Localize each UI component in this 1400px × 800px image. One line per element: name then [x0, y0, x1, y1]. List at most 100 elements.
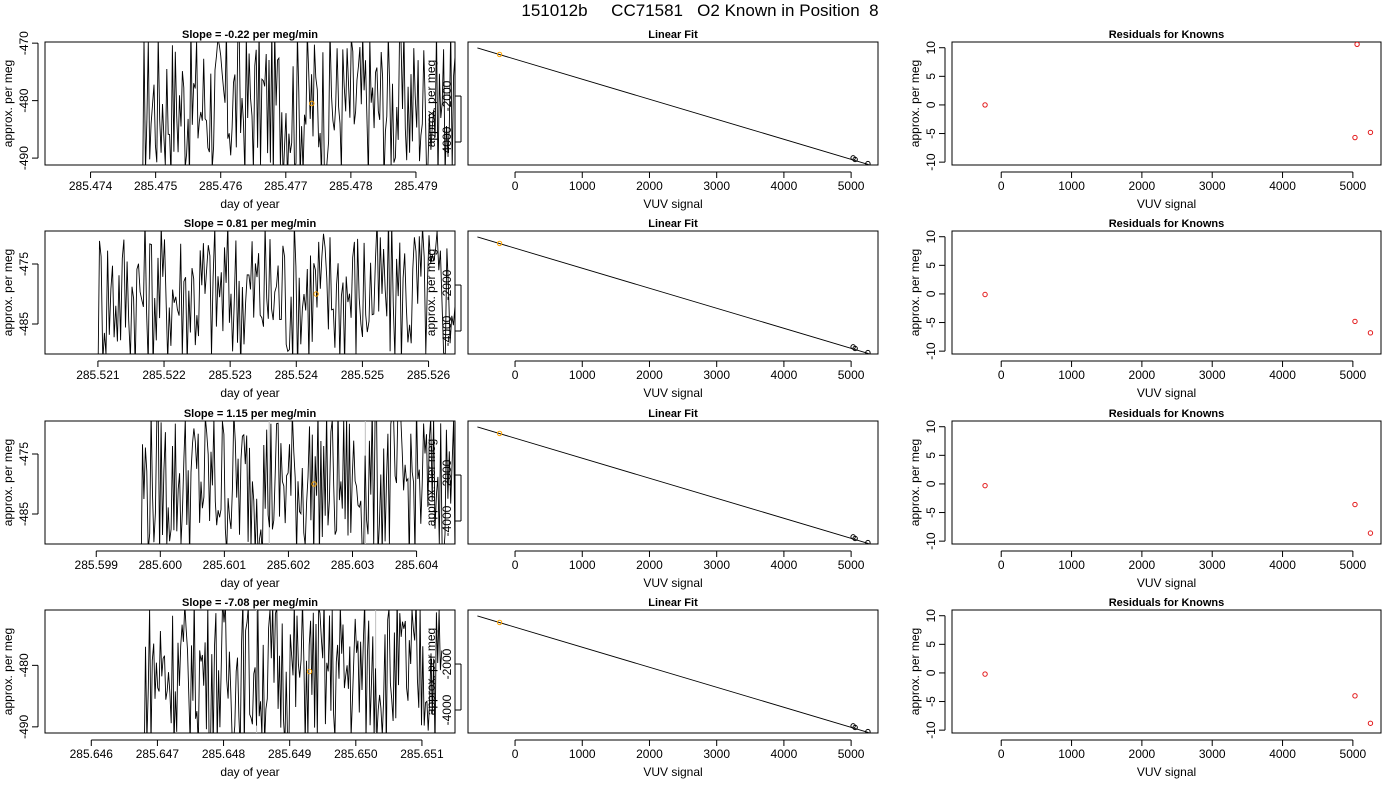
- residual-point: [982, 482, 988, 489]
- y-tick-label: -4000: [440, 315, 454, 346]
- plot-frame: [44, 420, 456, 545]
- x-tick-label: 5000: [838, 558, 865, 572]
- plot-area: [477, 236, 871, 354]
- x-tick-label: 4000: [771, 368, 798, 382]
- timeseries-line: [140, 421, 455, 544]
- data-point: [865, 160, 871, 165]
- panel-title: Slope = -0.22 per meg/min: [182, 29, 318, 41]
- y-tick-label: -490: [17, 715, 31, 739]
- plot-frame: [44, 230, 456, 355]
- y-tick-label: 0: [924, 290, 938, 297]
- plot-area: [144, 610, 443, 733]
- residual-point: [1352, 693, 1358, 699]
- panel-title: Slope = -7.08 per meg/min: [182, 597, 318, 609]
- x-axis-label: VUV signal: [1137, 576, 1196, 590]
- x-tick-label: 1000: [569, 558, 596, 572]
- y-tick-label: -10: [924, 721, 938, 739]
- y-axis-label: approx. per meg: [908, 439, 922, 526]
- x-tick-label: 3000: [703, 747, 730, 761]
- y-tick-label: 5: [924, 452, 938, 459]
- x-tick-label: 4000: [771, 558, 798, 572]
- y-tick-label: -4000: [440, 694, 454, 725]
- x-tick-label: 285.651: [400, 747, 444, 761]
- x-tick-label: 4000: [771, 747, 798, 761]
- y-axis-label: approx. per meg: [1, 628, 15, 715]
- y-tick-label: -2000: [440, 648, 454, 679]
- y-tick-label: 10: [924, 420, 938, 434]
- timeseries-line: [97, 231, 455, 354]
- x-tick-label: 5000: [838, 368, 865, 382]
- y-tick-label: 0: [924, 101, 938, 108]
- y-tick-label: -5: [924, 507, 938, 518]
- panel-residuals-2: Residuals for Knowns 0 1000 2000 3000 4000 500…: [908, 218, 1382, 400]
- y-tick-label: 10: [924, 609, 938, 623]
- plot-area: [142, 42, 455, 165]
- x-tick-label: 2000: [1129, 558, 1156, 572]
- x-axis-label: VUV signal: [643, 197, 702, 211]
- y-axis-label: approx. per meg: [424, 60, 438, 147]
- x-axis-label: day of year: [220, 576, 279, 590]
- y-tick-label: -485: [17, 502, 31, 526]
- data-point: [865, 539, 871, 544]
- x-axis-label: VUV signal: [643, 765, 702, 779]
- y-tick-label: 5: [924, 262, 938, 269]
- y-tick-label: 5: [924, 641, 938, 648]
- known-point: [496, 619, 503, 626]
- x-tick-label: 285.650: [334, 747, 378, 761]
- plot-frame: [951, 230, 1382, 355]
- residual-point: [1354, 42, 1360, 47]
- x-tick-label: 2000: [1129, 368, 1156, 382]
- panel-linear-fit-3: Linear Fit 0 1000 2000 3000 4000 5000 VUV signa…: [424, 408, 879, 590]
- known-mean-point: [309, 100, 315, 107]
- data-point: [865, 349, 871, 354]
- y-tick-label: -5: [924, 317, 938, 328]
- x-axis-label: VUV signal: [643, 386, 702, 400]
- y-axis-label: approx. per meg: [1, 249, 15, 336]
- x-tick-label: 4000: [1269, 179, 1296, 193]
- plot-frame: [951, 420, 1382, 545]
- x-tick-label: 285.524: [275, 368, 319, 382]
- panel-linear-fit-1: Linear Fit 0 1000 2000 3000 4000 5000 VUV signa…: [424, 29, 879, 211]
- y-axis-label: approx. per meg: [1, 439, 15, 526]
- x-tick-label: 2000: [636, 747, 663, 761]
- known-mean-point: [306, 668, 313, 675]
- known-point: [496, 51, 503, 58]
- page-title: 151012b CC71581 O2 Known in Position 8: [521, 1, 879, 20]
- x-tick-label: 3000: [703, 179, 730, 193]
- residual-point: [1367, 330, 1374, 336]
- y-tick-label: -480: [17, 653, 31, 677]
- residual-point: [1367, 129, 1374, 136]
- residual-point: [1352, 134, 1358, 141]
- x-tick-label: 0: [998, 747, 1005, 761]
- y-tick-label: -4000: [440, 126, 454, 157]
- x-tick-label: 3000: [703, 368, 730, 382]
- x-tick-label: 5000: [1340, 179, 1367, 193]
- x-tick-label: 285.523: [208, 368, 252, 382]
- x-tick-label: 2000: [1129, 747, 1156, 761]
- panel-linear-fit-2: Linear Fit 0 1000 2000 3000 4000 5000 VUV signa…: [424, 218, 879, 400]
- panel-title: Slope = 0.81 per meg/min: [184, 218, 317, 230]
- plot-area: [982, 291, 1374, 336]
- x-tick-label: 285.599: [75, 558, 119, 572]
- plot-frame: [467, 609, 879, 734]
- x-tick-label: 285.521: [76, 368, 120, 382]
- panel-title: Linear Fit: [648, 408, 698, 420]
- x-tick-label: 5000: [1340, 747, 1367, 761]
- x-tick-label: 285.478: [329, 179, 373, 193]
- x-tick-label: 5000: [838, 179, 865, 193]
- x-axis-label: day of year: [220, 197, 279, 211]
- data-point: [852, 724, 858, 731]
- x-tick-label: 285.602: [267, 558, 311, 572]
- plot-area: [477, 615, 871, 733]
- y-tick-label: -2000: [440, 459, 454, 490]
- x-tick-label: 3000: [1199, 747, 1226, 761]
- x-axis-label: VUV signal: [1137, 765, 1196, 779]
- x-tick-label: 285.649: [268, 747, 312, 761]
- fit-line: [477, 615, 869, 733]
- plot-area: [477, 47, 871, 165]
- fit-line: [477, 426, 869, 544]
- panel-timeseries-1: Slope = -0.22 per meg/min 285.474 285.475 2…: [1, 29, 456, 211]
- data-point: [852, 535, 858, 542]
- x-tick-label: 285.474: [69, 179, 113, 193]
